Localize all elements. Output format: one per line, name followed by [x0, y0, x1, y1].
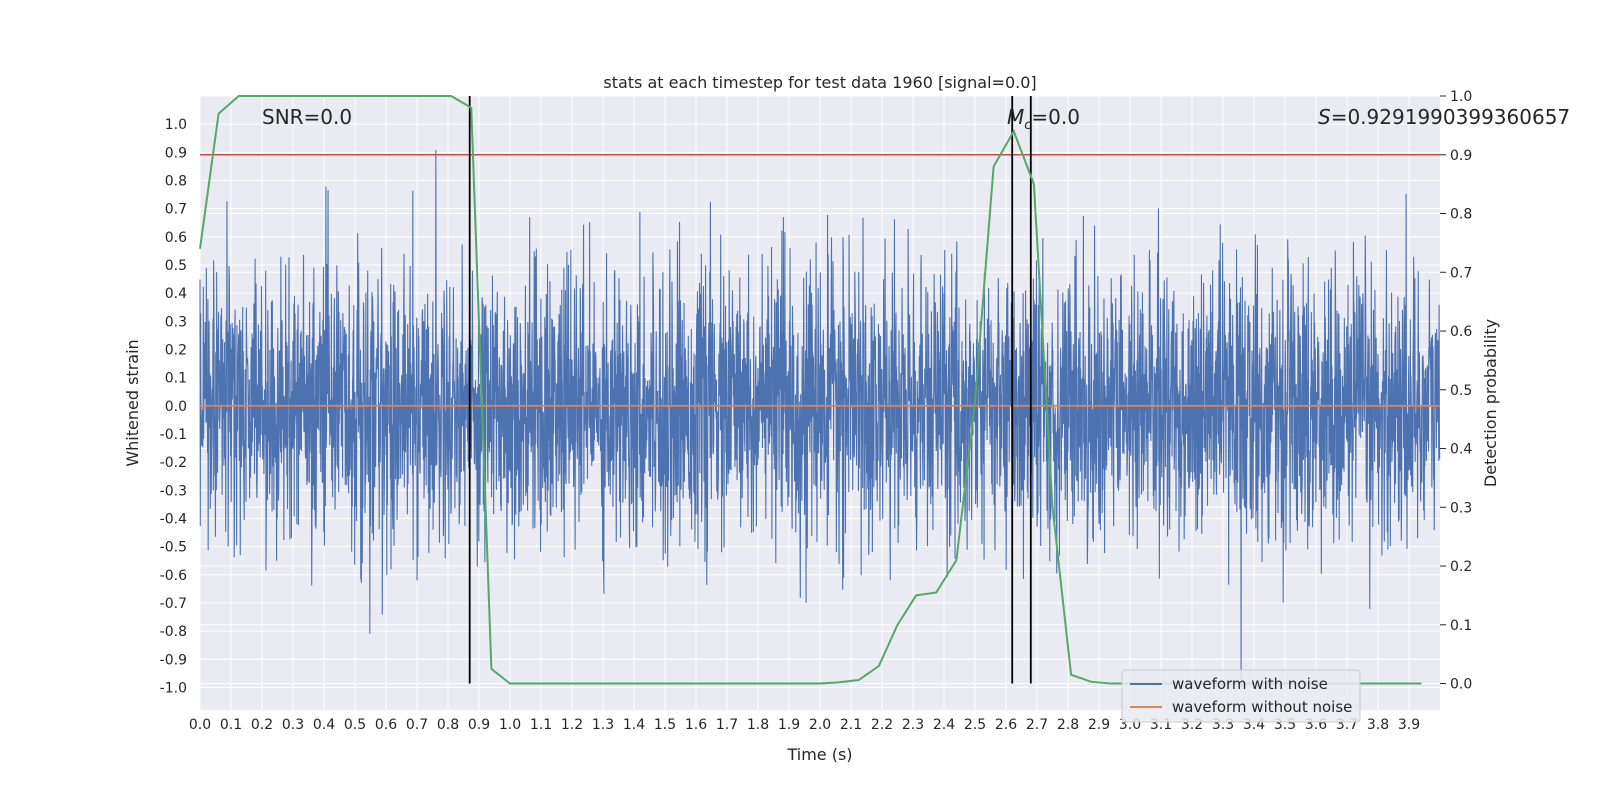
x-tick-label: 0.7 — [406, 717, 428, 733]
waveform-with-noise-series — [199, 150, 1441, 688]
y-right-tick-label: 0.9 — [1450, 148, 1472, 164]
y-tick-label: 0.7 — [165, 202, 187, 218]
y-right-tick-label: 0.7 — [1450, 265, 1472, 281]
legend-label-noise: waveform with noise — [1172, 675, 1328, 693]
x-tick-label: 1.2 — [561, 717, 583, 733]
y-right-tick-labels: 1.0 0.9 0.8 0.7 0.6 0.5 0.4 0.3 0.2 0.1 0.0 — [1440, 89, 1472, 693]
y-right-tick-label: 0.0 — [1450, 677, 1472, 693]
x-tick-label: 0.6 — [375, 717, 397, 733]
chart-title: stats at each timestep for test data 196… — [603, 73, 1036, 92]
y-tick-label: 0.4 — [165, 286, 187, 302]
y-tick-label: 0.6 — [165, 230, 187, 246]
x-tick-label: 0.9 — [468, 717, 490, 733]
x-tick-label: 2.6 — [995, 717, 1017, 733]
mc-annotation: Mc=0.0 — [1007, 105, 1080, 133]
y-left-tick-labels: 1.0 0.9 0.8 0.7 0.6 0.5 0.4 0.3 0.2 0.1 0.0 -0.1 -0.… — [160, 117, 187, 696]
x-axis-label: Time (s) — [786, 745, 852, 764]
y-tick-label: -0.2 — [160, 455, 187, 471]
legend-label-clean: waveform without noise — [1172, 698, 1352, 716]
y-tick-label: -0.7 — [160, 596, 187, 612]
x-tick-label: 0.3 — [282, 717, 304, 733]
x-tick-label: 0.8 — [437, 717, 459, 733]
y-tick-label: -0.3 — [160, 483, 187, 499]
y-right-tick-label: 0.1 — [1450, 618, 1472, 634]
y-right-tick-label: 0.3 — [1450, 500, 1472, 516]
x-tick-label: 1.5 — [654, 717, 676, 733]
x-tick-label: 0.1 — [220, 717, 242, 733]
y-tick-label: -1.0 — [160, 680, 187, 696]
y-right-tick-label: 0.4 — [1450, 442, 1472, 458]
x-tick-label: 0.5 — [344, 717, 366, 733]
y-tick-label: -0.8 — [160, 624, 187, 640]
y-tick-label: -0.4 — [160, 511, 187, 527]
y-tick-label: 0.2 — [165, 342, 187, 358]
y-right-tick-label: 0.5 — [1450, 383, 1472, 399]
x-tick-label: 3.9 — [1398, 717, 1420, 733]
x-tick-label: 2.8 — [1057, 717, 1079, 733]
y-right-tick-label: 0.8 — [1450, 207, 1472, 223]
x-tick-label: 0.0 — [189, 717, 211, 733]
y-tick-label: 0.5 — [165, 258, 187, 274]
x-tick-label: 1.1 — [530, 717, 552, 733]
y-tick-label: 0.8 — [165, 173, 187, 189]
x-tick-label: 1.7 — [716, 717, 738, 733]
x-tick-label: 2.5 — [964, 717, 986, 733]
x-tick-label: 2.0 — [809, 717, 831, 733]
x-tick-label: 2.9 — [1088, 717, 1110, 733]
x-tick-label: 2.7 — [1026, 717, 1048, 733]
y-tick-label: 1.0 — [165, 117, 187, 133]
legend: waveform with noise waveform without noi… — [1121, 669, 1361, 723]
y-tick-label: -0.9 — [160, 652, 187, 668]
x-tick-label: 0.2 — [251, 717, 273, 733]
x-tick-label: 0.4 — [313, 717, 335, 733]
x-tick-label: 1.4 — [623, 717, 645, 733]
y-right-tick-label: 1.0 — [1450, 89, 1472, 105]
y-tick-label: -0.1 — [160, 427, 187, 443]
x-tick-label: 1.9 — [778, 717, 800, 733]
snr-annotation: SNR=0.0 — [262, 105, 352, 129]
y-tick-label: -0.6 — [160, 568, 187, 584]
y-tick-label: 0.0 — [165, 399, 187, 415]
x-tick-label: 1.0 — [499, 717, 521, 733]
legend-box — [1121, 669, 1361, 723]
x-tick-label: 3.8 — [1367, 717, 1389, 733]
y-axis-label: Whitened strain — [123, 339, 142, 466]
x-tick-label: 2.2 — [871, 717, 893, 733]
x-tick-label: 1.8 — [747, 717, 769, 733]
x-tick-label: 1.3 — [592, 717, 614, 733]
s-annotation: S=0.9291990399360657 — [1318, 105, 1570, 129]
y-tick-label: -0.5 — [160, 540, 187, 556]
y-tick-label: 0.1 — [165, 371, 187, 387]
y-axis-right-label: Detection probability — [1481, 319, 1500, 487]
y-tick-label: 0.9 — [165, 145, 187, 161]
x-tick-label: 1.6 — [685, 717, 707, 733]
waveform-with-noise-line — [199, 150, 1441, 688]
y-tick-label: 0.3 — [165, 314, 187, 330]
y-right-tick-label: 0.6 — [1450, 324, 1472, 340]
x-tick-label: 2.4 — [933, 717, 955, 733]
y-right-tick-label: 0.2 — [1450, 559, 1472, 575]
x-tick-label: 2.3 — [902, 717, 924, 733]
x-tick-label: 2.1 — [840, 717, 862, 733]
